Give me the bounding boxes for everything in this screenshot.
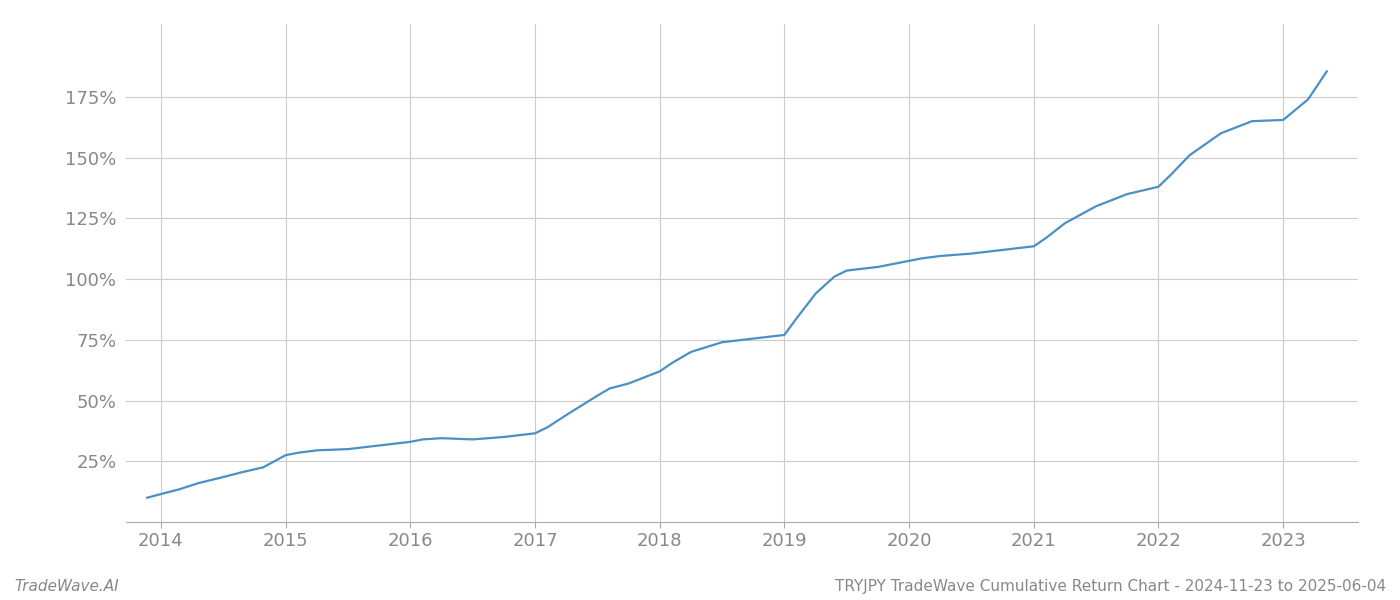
- Text: TradeWave.AI: TradeWave.AI: [14, 579, 119, 594]
- Text: TRYJPY TradeWave Cumulative Return Chart - 2024-11-23 to 2025-06-04: TRYJPY TradeWave Cumulative Return Chart…: [834, 579, 1386, 594]
